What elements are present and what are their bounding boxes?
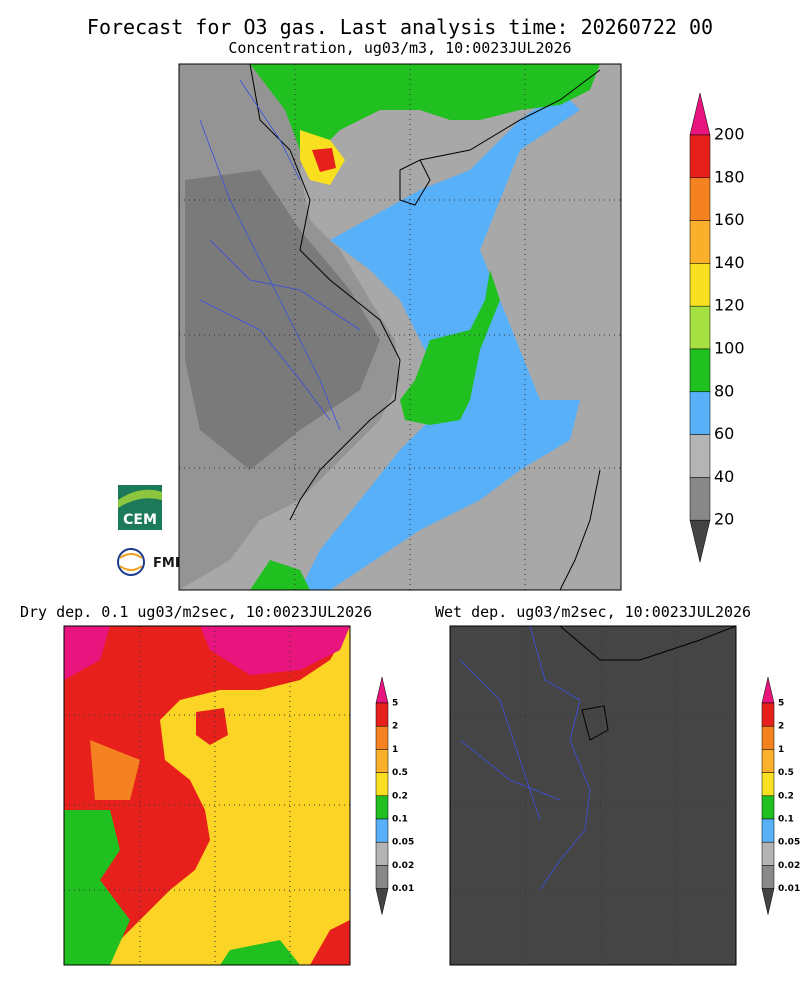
colorbar-cap <box>761 676 775 704</box>
colorbar-cap <box>375 676 389 704</box>
colorbar-label: 140 <box>714 253 745 272</box>
colorbar-label: 1 <box>392 745 398 755</box>
colorbar-label: 80 <box>714 381 734 400</box>
colorbar-label: 5 <box>392 699 398 709</box>
colorbar-cap <box>761 888 775 915</box>
colorbar-segment <box>689 177 711 221</box>
colorbar-segment <box>761 749 775 773</box>
cem-text: CEM <box>123 512 157 528</box>
colorbar-segment <box>761 772 775 797</box>
colorbar-label: 1 <box>778 745 784 755</box>
colorbar-label: 2 <box>778 722 784 732</box>
colorbar-label: 100 <box>714 339 745 358</box>
colorbar-segment <box>761 702 775 727</box>
colorbar-label: 0.05 <box>392 838 414 848</box>
colorbar-label: 0.1 <box>392 815 408 825</box>
fmi-text: FMI <box>153 556 180 571</box>
colorbar-segment <box>689 434 711 478</box>
colorbar-label: 0.2 <box>392 791 408 801</box>
colorbar-label: 180 <box>714 167 745 186</box>
panel-title: Dry dep. 0.1 ug03/m2sec, 10:0023JUL2026 <box>20 603 372 621</box>
colorbar-label: 0.02 <box>778 861 800 871</box>
colorbar-cap <box>375 888 389 915</box>
colorbar-label: 0.1 <box>778 815 794 825</box>
colorbar-label: 40 <box>714 467 734 486</box>
colorbar-label: 0.5 <box>778 768 794 778</box>
colorbar-label: 0.02 <box>392 861 414 871</box>
panel-title: Wet dep. ug03/m2sec, 10:0023JUL2026 <box>435 603 751 621</box>
colorbar-segment <box>689 134 711 179</box>
colorbar-label: 200 <box>714 125 745 144</box>
colorbar-segment <box>689 305 711 350</box>
colorbar-segment <box>375 865 389 889</box>
colorbar-label: 60 <box>714 424 734 443</box>
colorbar-label: 0.2 <box>778 791 794 801</box>
colorbar-label: 160 <box>714 210 745 229</box>
colorbar-label: 0.5 <box>392 768 408 778</box>
colorbar-segment <box>761 841 775 866</box>
colorbar-segment <box>375 772 389 797</box>
cem-logo: CEM <box>118 485 162 530</box>
colorbar-label: 0.05 <box>778 838 800 848</box>
dry-map <box>63 625 351 966</box>
colorbar-segment <box>761 725 775 750</box>
colorbar-label: 0.01 <box>392 884 414 894</box>
wet-map <box>449 625 737 966</box>
colorbar-label: 0.01 <box>778 884 800 894</box>
colorbar-segment <box>375 749 389 773</box>
colorbar-segment <box>689 348 711 393</box>
colorbar-cap <box>689 92 711 136</box>
fmi-logo: FMI <box>117 548 180 576</box>
colorbar-label: 20 <box>714 510 734 529</box>
colorbar-label: 2 <box>392 722 398 732</box>
colorbar-segment <box>761 795 775 820</box>
title: Forecast for O3 gas. Last analysis time:… <box>87 15 713 39</box>
colorbar-segment <box>689 477 711 521</box>
colorbar-segment <box>689 263 711 307</box>
colorbar-segment <box>375 795 389 820</box>
main-map <box>178 63 622 591</box>
colorbar-segment <box>375 725 389 750</box>
colorbar-segment <box>689 391 711 435</box>
colorbar-segment <box>375 841 389 866</box>
colorbar-label: 5 <box>778 699 784 709</box>
colorbar-segment <box>375 818 389 843</box>
colorbar-segment <box>689 220 711 264</box>
colorbar-cap <box>689 519 711 563</box>
colorbar-segment <box>375 702 389 727</box>
colorbar-label: 120 <box>714 296 745 315</box>
colorbar-segment <box>761 865 775 889</box>
subtitle: Concentration, ug03/m3, 10:0023JUL2026 <box>228 39 571 57</box>
colorbar-segment <box>761 818 775 843</box>
